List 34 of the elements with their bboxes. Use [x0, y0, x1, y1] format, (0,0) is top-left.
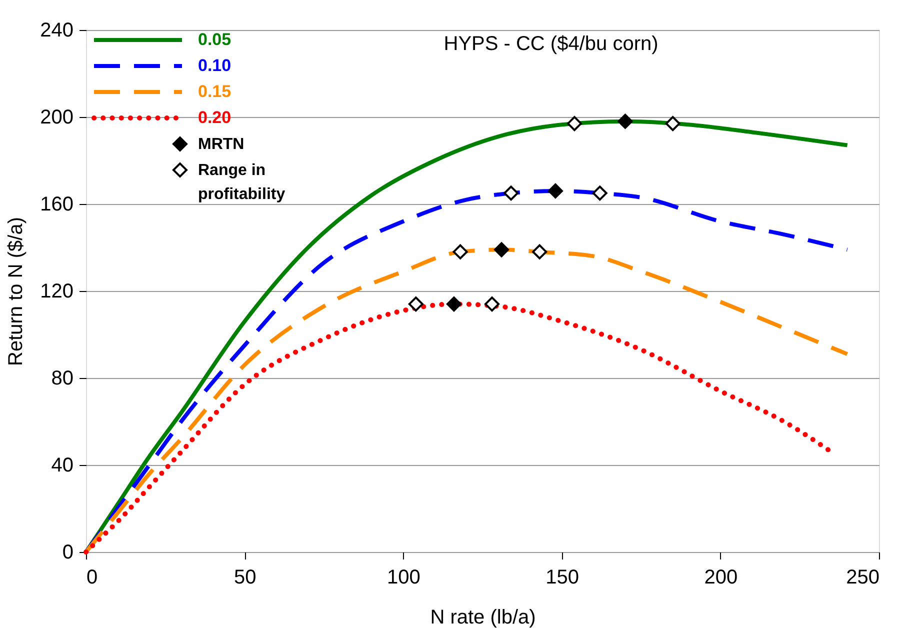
y-tick-label: 80 [51, 368, 74, 390]
point [592, 186, 608, 201]
y-tick-label: 120 [40, 280, 74, 302]
point [494, 242, 510, 258]
point [504, 186, 519, 201]
x-tick-label: 100 [387, 566, 420, 588]
y-axis-title: Return to N ($/a) [5, 217, 28, 366]
text: 0.05 [198, 30, 232, 49]
x-axis-title: N rate (lb/a) [430, 606, 536, 628]
y-tick-label: 0 [62, 542, 74, 564]
x-tick-label: 200 [704, 566, 738, 588]
text: 0.20 [198, 108, 232, 127]
legend-label: Range in profitability [198, 162, 286, 203]
point [484, 296, 500, 312]
point [665, 116, 680, 132]
x-tick-label: 150 [546, 566, 579, 588]
point [452, 244, 468, 260]
legend-label: MRTN [198, 136, 244, 153]
x-tick-label: 50 [234, 566, 256, 588]
y-tick-label: 240 [40, 20, 74, 42]
point [408, 296, 424, 312]
x-tick-label: 250 [846, 566, 880, 588]
point [532, 244, 548, 260]
point [618, 114, 633, 129]
y-tick-label: 40 [51, 454, 74, 476]
x-tick-label: 0 [86, 566, 98, 588]
text: 0.10 [198, 56, 232, 75]
point [566, 116, 582, 132]
y-tick-label: 160 [40, 194, 74, 216]
chart-title: HYPS - CC ($4/bu corn) [444, 33, 658, 55]
point [446, 296, 462, 312]
point [548, 183, 563, 198]
y-tick-label: 200 [40, 106, 74, 128]
text: 0.15 [198, 82, 232, 101]
